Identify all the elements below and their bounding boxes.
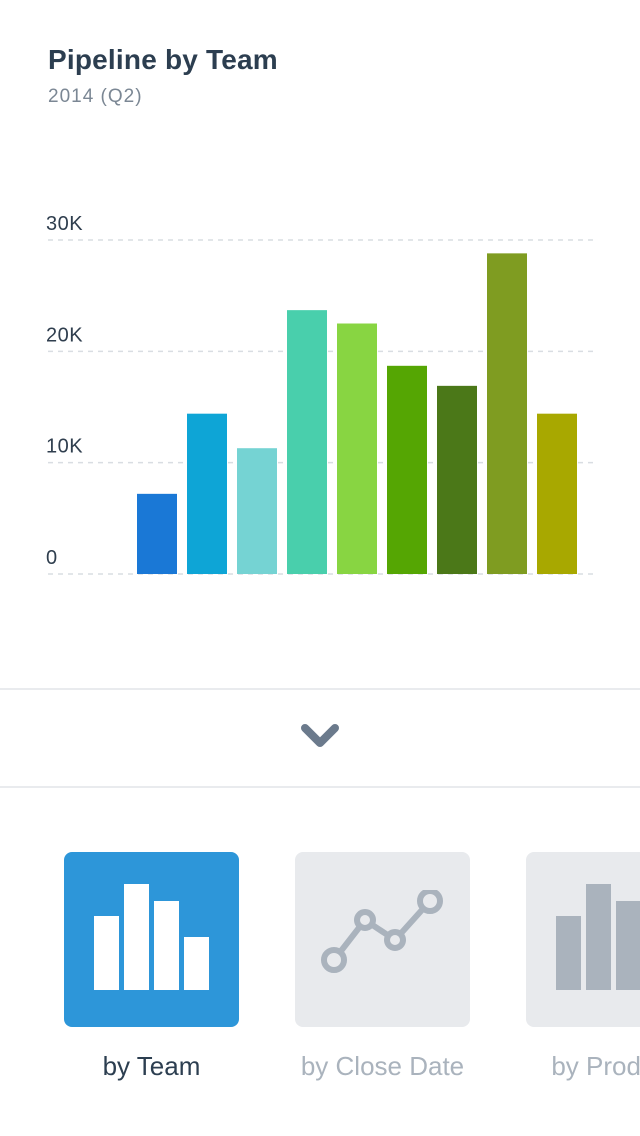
y-tick-label: 30K <box>46 213 83 235</box>
bar-chart-icon <box>554 882 640 997</box>
tile-icon-box <box>64 852 239 1027</box>
chevron-down-icon <box>300 722 340 755</box>
bar[interactable] <box>337 323 377 575</box>
tile-by-product[interactable]: by Product <box>526 852 640 1082</box>
bar[interactable] <box>437 385 477 574</box>
divider <box>0 786 640 788</box>
bar[interactable] <box>537 413 577 574</box>
bar-chart: 0 10K 20K 30K <box>46 213 596 575</box>
y-tick-label: 0 <box>46 547 58 569</box>
bar[interactable] <box>287 310 327 574</box>
line-chart-icon <box>320 887 445 990</box>
bar[interactable] <box>137 493 177 574</box>
bar[interactable] <box>187 413 227 574</box>
tile-label: by Team <box>102 1051 201 1081</box>
y-tick-label: 20K <box>46 324 83 346</box>
chart-header: Pipeline by Team 2014 (Q2) <box>48 44 278 108</box>
tile-by-team[interactable]: by Team <box>64 852 239 1082</box>
chart-type-selector: by Team by Close Date <box>0 852 640 1112</box>
bar[interactable] <box>237 448 277 574</box>
tile-by-close-date[interactable]: by Close Date <box>295 852 470 1082</box>
page-subtitle: 2014 (Q2) <box>48 86 143 107</box>
tile-label: by Product <box>551 1051 640 1081</box>
divider <box>0 688 640 690</box>
bar[interactable] <box>487 253 527 575</box>
tile-icon-box <box>295 852 470 1027</box>
bar-chart-icon <box>92 882 212 997</box>
tile-icon-box <box>526 852 640 1027</box>
bar[interactable] <box>387 365 427 574</box>
tile-label: by Close Date <box>300 1051 465 1081</box>
expand-button[interactable] <box>0 690 640 786</box>
y-tick-label: 10K <box>46 436 83 458</box>
page-title: Pipeline by Team <box>48 44 278 75</box>
